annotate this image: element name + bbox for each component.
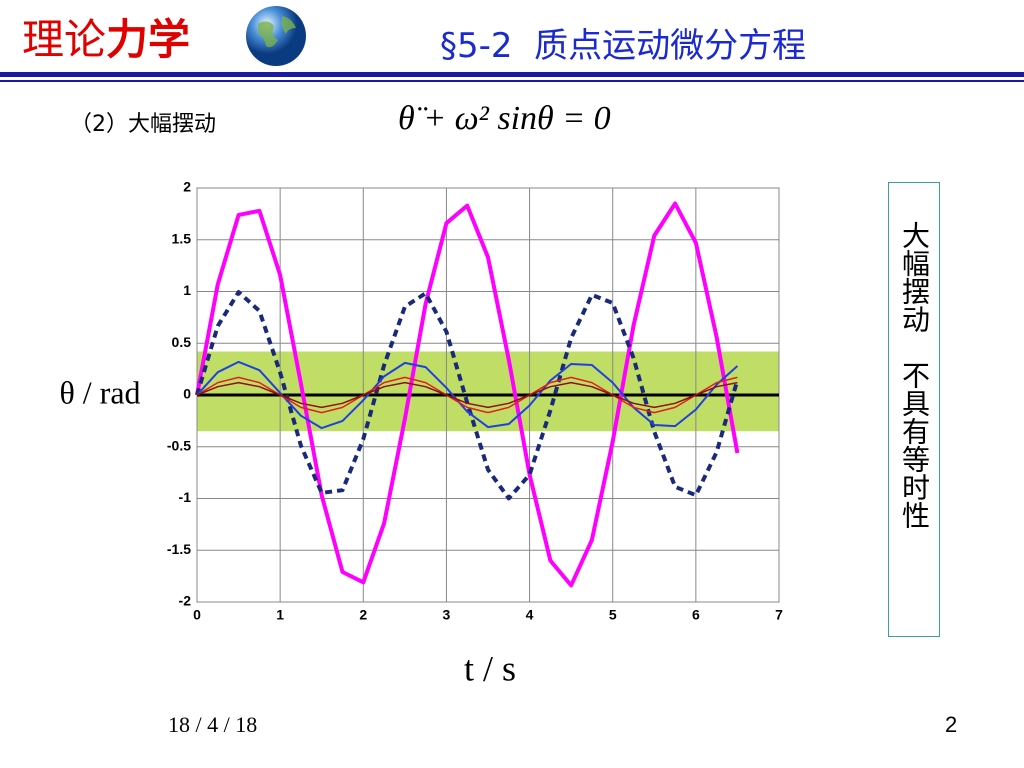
series-line (196, 376, 738, 414)
y-tick-label: -2 (179, 593, 192, 609)
y-tick-label: 0.5 (172, 334, 192, 350)
series-line (195, 201, 740, 588)
x-axis-label: t / s (464, 648, 516, 688)
x-tick-label: 4 (526, 607, 534, 623)
globe-icon (246, 6, 306, 66)
side-box: 大幅摆动 不具有等时性 (888, 182, 940, 637)
y-tick-label: -1.5 (167, 541, 191, 557)
header-rule-thin (0, 80, 1024, 82)
y-tick-label: -0.5 (167, 437, 191, 453)
course-b: 力学 (106, 15, 191, 64)
x-tick-label: 5 (609, 607, 617, 623)
side-note: 大幅摆动 不具有等时性 (898, 221, 931, 529)
x-tick-label: 7 (775, 607, 783, 623)
y-tick-label: 0 (183, 386, 191, 402)
equation: θ̈ + ω² sinθ = 0 (398, 100, 611, 137)
series-line (196, 381, 738, 409)
y-tick-label: 2 (183, 179, 191, 195)
y-tick-label: 1.5 (172, 230, 192, 246)
y-tick-label: 1 (183, 282, 191, 298)
course-a: 理论 (22, 15, 107, 64)
series-line (196, 360, 739, 430)
y-tick-label: -1 (179, 489, 192, 505)
footer-date: 18 / 4 / 18 (168, 712, 258, 737)
page-number: 2 (945, 712, 958, 737)
x-tick-label: 2 (359, 607, 367, 623)
subtitle: （2）大幅摆动 (70, 112, 216, 137)
header-rule (0, 72, 1024, 77)
highlight-band (197, 351, 779, 432)
course-name: 理论力学 (22, 6, 190, 67)
x-tick-label: 1 (276, 607, 284, 623)
x-tick-label: 0 (193, 607, 201, 623)
slide-title: §5-2 质点运动微分方程 (440, 26, 807, 66)
y-axis-label: θ / rad (59, 374, 140, 410)
x-tick-label: 3 (443, 607, 451, 623)
x-tick-label: 6 (692, 607, 700, 623)
